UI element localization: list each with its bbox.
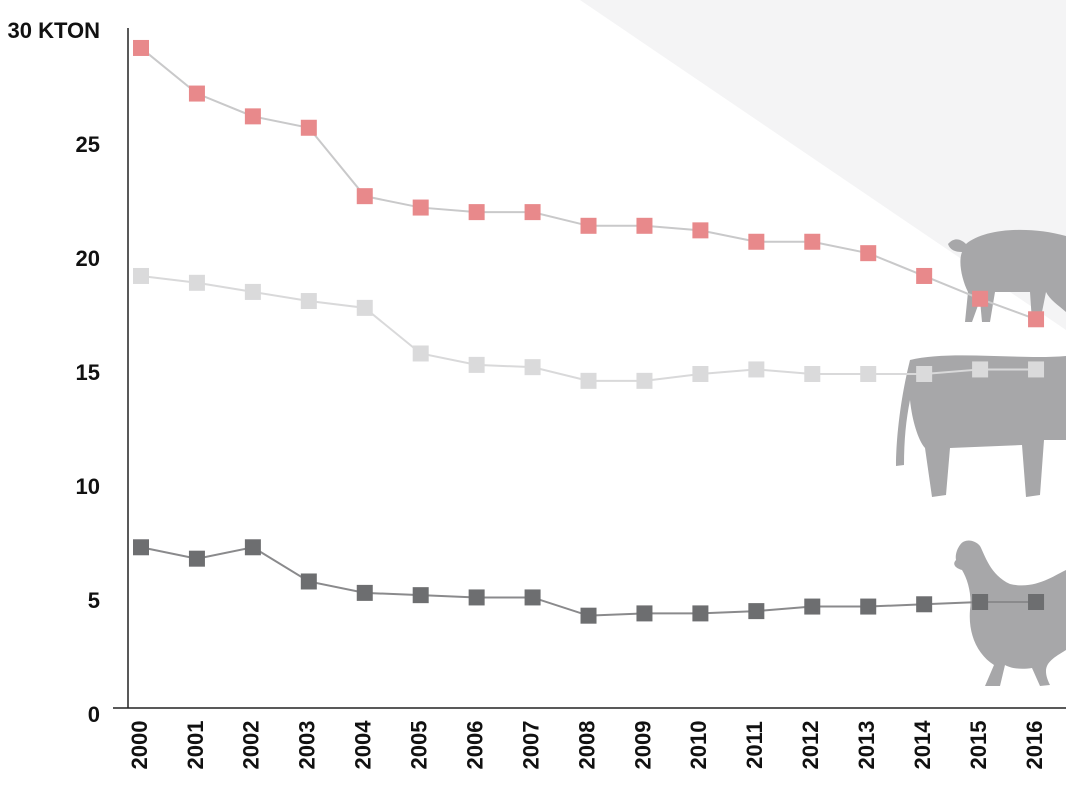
x-tick-label: 2001 <box>183 721 208 770</box>
marker <box>413 345 429 361</box>
page: 0 5 10 15 20 25 30 KTON 2000 2001 2002 2003 2004 200… <box>0 0 1066 789</box>
x-tick-label: 2006 <box>462 721 487 770</box>
marker <box>469 357 485 373</box>
marker <box>581 373 597 389</box>
x-tick-label: 2012 <box>798 721 823 770</box>
y-tick-label: 0 <box>88 702 100 727</box>
marker <box>972 594 988 610</box>
marker <box>1028 594 1044 610</box>
x-tick-label: 2014 <box>910 720 935 770</box>
marker <box>804 234 820 250</box>
y-tick-label: 15 <box>76 360 100 385</box>
marker <box>692 605 708 621</box>
y-tick-label: 20 <box>76 246 100 271</box>
marker <box>581 608 597 624</box>
x-tick-label: 2002 <box>239 721 264 770</box>
marker <box>189 551 205 567</box>
marker <box>133 40 149 56</box>
chart: 0 5 10 15 20 25 30 KTON 2000 2001 2002 2003 2004 200… <box>0 0 1066 789</box>
x-tick-label: 2000 <box>127 721 152 770</box>
marker <box>301 120 317 136</box>
chicken-icon <box>954 541 1066 686</box>
x-tick-label: 2007 <box>518 721 543 770</box>
marker <box>245 539 261 555</box>
y-tick-label: 5 <box>88 588 100 613</box>
x-tick-label: 2016 <box>1022 721 1047 770</box>
marker <box>245 284 261 300</box>
marker <box>525 359 541 375</box>
marker <box>972 291 988 307</box>
marker <box>636 218 652 234</box>
marker <box>581 218 597 234</box>
marker <box>301 293 317 309</box>
x-tick-label: 2013 <box>854 721 879 770</box>
marker <box>692 366 708 382</box>
marker <box>413 587 429 603</box>
marker <box>804 366 820 382</box>
y-tick-label: 30 KTON <box>7 18 100 43</box>
marker <box>469 589 485 605</box>
marker <box>748 603 764 619</box>
marker <box>916 596 932 612</box>
marker <box>636 373 652 389</box>
marker <box>189 86 205 102</box>
y-tick-label: 25 <box>76 132 100 157</box>
marker <box>357 188 373 204</box>
x-tick-label: 2008 <box>574 721 599 770</box>
x-tick-label: 2010 <box>686 721 711 770</box>
marker <box>748 361 764 377</box>
marker <box>804 599 820 615</box>
y-tick-label: 10 <box>76 474 100 499</box>
marker <box>245 108 261 124</box>
marker <box>860 366 876 382</box>
marker <box>860 245 876 261</box>
series-line <box>141 276 1036 381</box>
x-tick-label: 2003 <box>295 721 320 770</box>
marker <box>1028 361 1044 377</box>
x-tick-label: 2011 <box>742 721 767 769</box>
marker <box>916 268 932 284</box>
x-tick-label: 2009 <box>630 721 655 770</box>
marker <box>916 366 932 382</box>
marker <box>525 589 541 605</box>
series-line <box>141 547 1036 615</box>
marker <box>413 200 429 216</box>
marker <box>301 573 317 589</box>
marker <box>1028 311 1044 327</box>
marker <box>972 361 988 377</box>
x-tick-label: 2015 <box>966 721 991 770</box>
x-tick-label: 2004 <box>351 720 376 770</box>
marker <box>357 585 373 601</box>
marker <box>189 275 205 291</box>
marker <box>525 204 541 220</box>
marker <box>748 234 764 250</box>
x-tick-label: 2005 <box>407 721 432 770</box>
marker <box>357 300 373 316</box>
marker <box>133 539 149 555</box>
marker <box>692 222 708 238</box>
marker <box>860 599 876 615</box>
marker <box>636 605 652 621</box>
marker <box>133 268 149 284</box>
marker <box>469 204 485 220</box>
